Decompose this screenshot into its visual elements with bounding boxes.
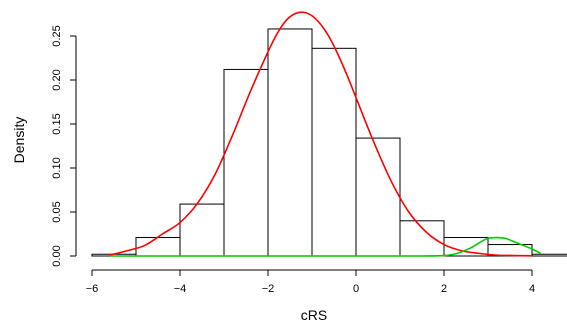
red-density-curve [109,11,533,257]
y-tick-label: 0.25 [51,25,63,46]
y-axis: 0.00 0.05 0.10 0.15 0.20 0.25 [51,25,77,267]
x-axis-title: cRS [301,307,327,323]
x-tick-label: 4 [529,283,535,295]
x-tick-label: −6 [86,283,99,295]
y-tick-label: 0.10 [51,157,63,178]
y-tick-label: 0.20 [51,69,63,90]
histogram-bar-3 [223,68,269,257]
histogram-bar-4 [267,28,313,257]
x-tick-label: 0 [353,283,359,295]
y-tick-label: 0.05 [51,201,63,222]
histogram-bar-2 [179,203,225,257]
histogram-bar-7 [399,220,445,257]
histogram-bar-5 [311,47,357,257]
x-tick-label: 2 [441,283,447,295]
x-tick-label: −4 [174,283,187,295]
histogram-bar-10 [531,253,567,257]
y-tick-label: 0.00 [51,245,63,266]
x-axis: −6 −4 −2 0 2 4 [86,269,535,295]
density-curves [109,11,542,257]
histogram-bars [91,28,567,257]
green-density-curve [109,236,542,257]
x-tick-label: −2 [262,283,275,295]
y-axis-title: Density [11,117,27,164]
histogram-bar-6 [355,137,401,257]
y-tick-label: 0.15 [51,113,63,134]
